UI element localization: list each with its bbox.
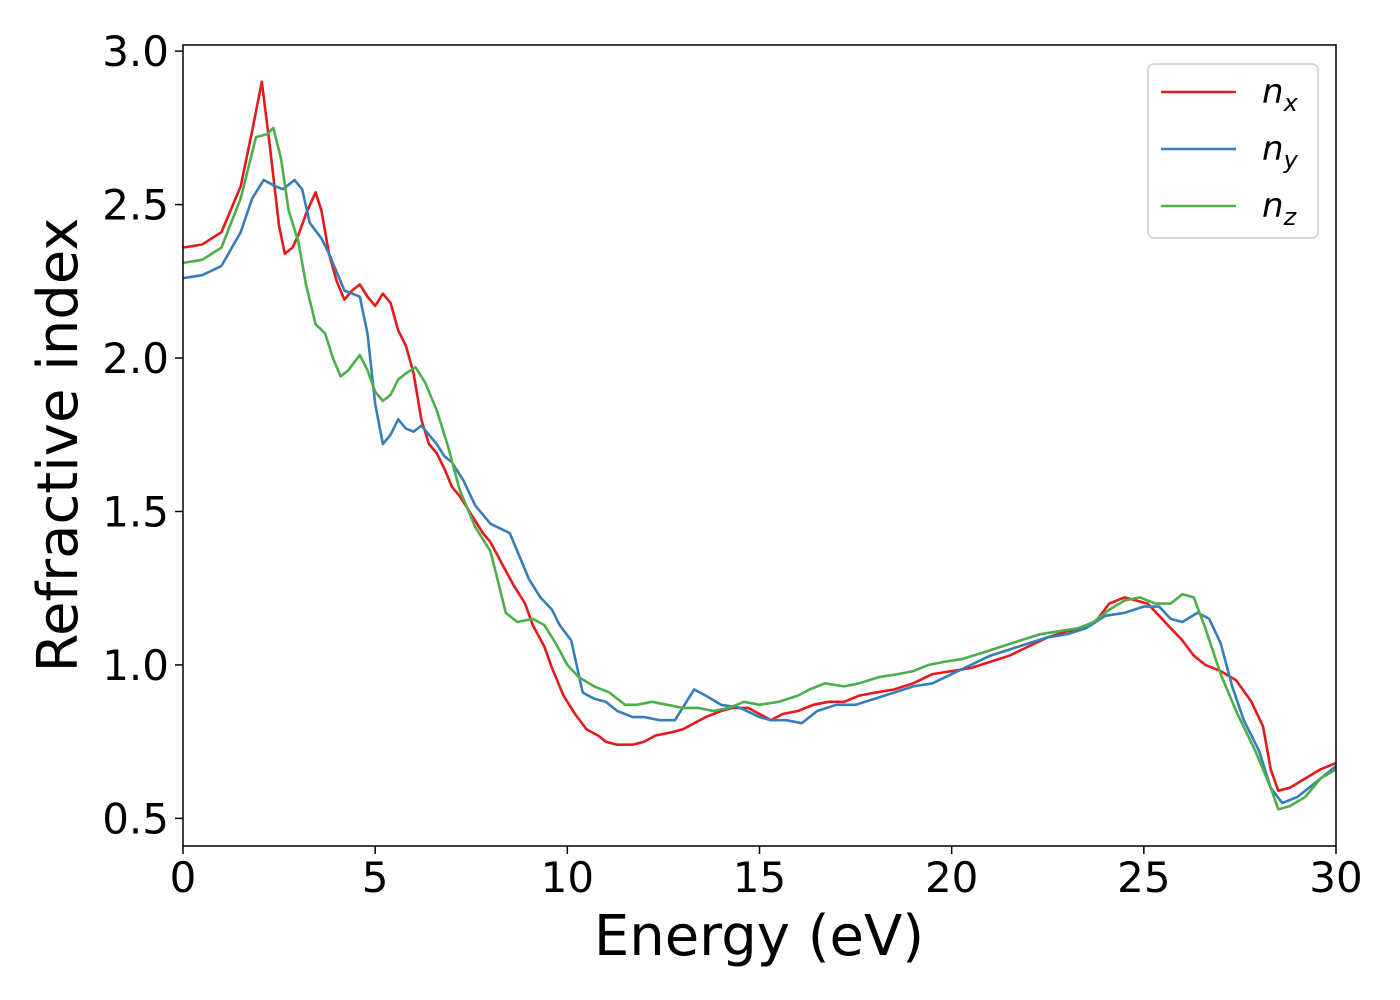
x-tick-label: 5	[362, 853, 389, 902]
y-tick-label: 2.5	[102, 181, 169, 230]
legend-items: nx ny nz	[1161, 72, 1299, 231]
series-lines	[182, 80, 1337, 811]
x-axis-title: Energy (eV)	[594, 904, 924, 969]
legend-label-n-x: nx	[1262, 72, 1299, 117]
x-tick-label: 0	[170, 853, 197, 902]
x-tick-label: 10	[541, 853, 594, 902]
y-axis: 0.5 1.0 1.5 2.0 2.5 3.0	[102, 27, 183, 843]
series-line-n-z	[182, 126, 1337, 811]
series-line-n-x	[182, 80, 1337, 793]
legend-box	[1147, 63, 1319, 239]
y-tick-label: 3.0	[102, 27, 169, 76]
x-tick-label: 30	[1309, 853, 1362, 902]
x-axis: 0 5 10 15 20 25 30	[170, 846, 1363, 902]
x-tick-label: 15	[733, 853, 786, 902]
x-tick-label: 25	[1117, 853, 1170, 902]
legend-label-n-y: ny	[1262, 129, 1299, 174]
y-tick-label: 1.0	[102, 641, 169, 690]
y-tick-label: 2.0	[102, 334, 169, 383]
plot-area	[183, 45, 1336, 846]
legend-label-n-z: nz	[1262, 186, 1298, 231]
y-tick-label: 1.5	[102, 487, 169, 536]
y-tick-label: 0.5	[102, 794, 169, 843]
x-tick-label: 20	[925, 853, 978, 902]
series-line-n-y	[182, 178, 1337, 805]
y-axis-title: Refractive index	[26, 218, 91, 673]
legend: nx ny nz	[1147, 63, 1319, 239]
